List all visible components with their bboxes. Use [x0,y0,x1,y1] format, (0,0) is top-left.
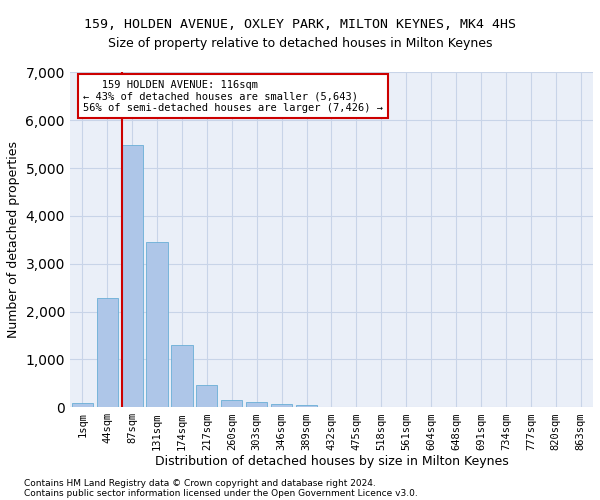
Bar [97,298,118,407]
Text: 159, HOLDEN AVENUE, OXLEY PARK, MILTON KEYNES, MK4 4HS: 159, HOLDEN AVENUE, OXLEY PARK, MILTON K… [84,18,516,30]
Y-axis label: Number of detached properties: Number of detached properties [7,142,20,338]
Bar [221,400,242,407]
Text: Contains HM Land Registry data © Crown copyright and database right 2024.: Contains HM Land Registry data © Crown c… [24,478,376,488]
Bar [271,404,292,407]
Bar [122,145,143,407]
Bar [246,402,268,407]
Text: Size of property relative to detached houses in Milton Keynes: Size of property relative to detached ho… [108,38,492,51]
Bar [72,404,93,407]
Bar [172,344,193,407]
Text: Contains public sector information licensed under the Open Government Licence v3: Contains public sector information licen… [24,488,418,498]
X-axis label: Distribution of detached houses by size in Milton Keynes: Distribution of detached houses by size … [155,455,508,468]
Text: 159 HOLDEN AVENUE: 116sqm   
← 43% of detached houses are smaller (5,643)
56% of: 159 HOLDEN AVENUE: 116sqm ← 43% of detac… [83,80,383,113]
Bar [196,384,217,407]
Bar [296,404,317,407]
Bar [146,242,167,407]
